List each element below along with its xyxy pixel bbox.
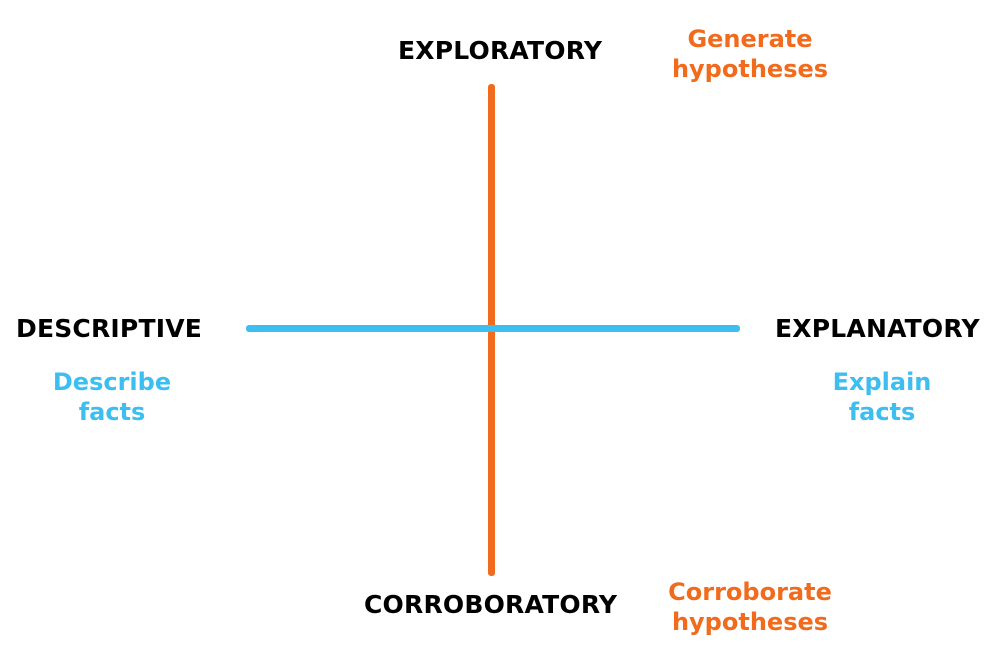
right-pole-description: Explain facts — [782, 367, 982, 427]
top-desc-line2: hypotheses — [671, 55, 829, 83]
top-desc-line1: Generate — [687, 25, 813, 53]
right-desc-line2: facts — [848, 398, 916, 426]
left-pole-label: DESCRIPTIVE — [16, 314, 203, 343]
bottom-desc-line2: hypotheses — [671, 608, 829, 636]
top-pole-description: Generate hypotheses — [650, 24, 850, 84]
bottom-pole-label: CORROBORATORY — [364, 590, 618, 619]
horizontal-axis-line — [246, 325, 740, 332]
right-pole-label: EXPLANATORY — [775, 314, 980, 343]
left-desc-line2: facts — [78, 398, 146, 426]
left-pole-description: Describe facts — [12, 367, 212, 427]
top-pole-label: EXPLORATORY — [398, 36, 603, 65]
bottom-desc-line1: Corroborate — [668, 578, 832, 606]
left-desc-line1: Describe — [52, 368, 172, 396]
bottom-pole-description: Corroborate hypotheses — [650, 577, 850, 637]
right-desc-line1: Explain — [832, 368, 932, 396]
